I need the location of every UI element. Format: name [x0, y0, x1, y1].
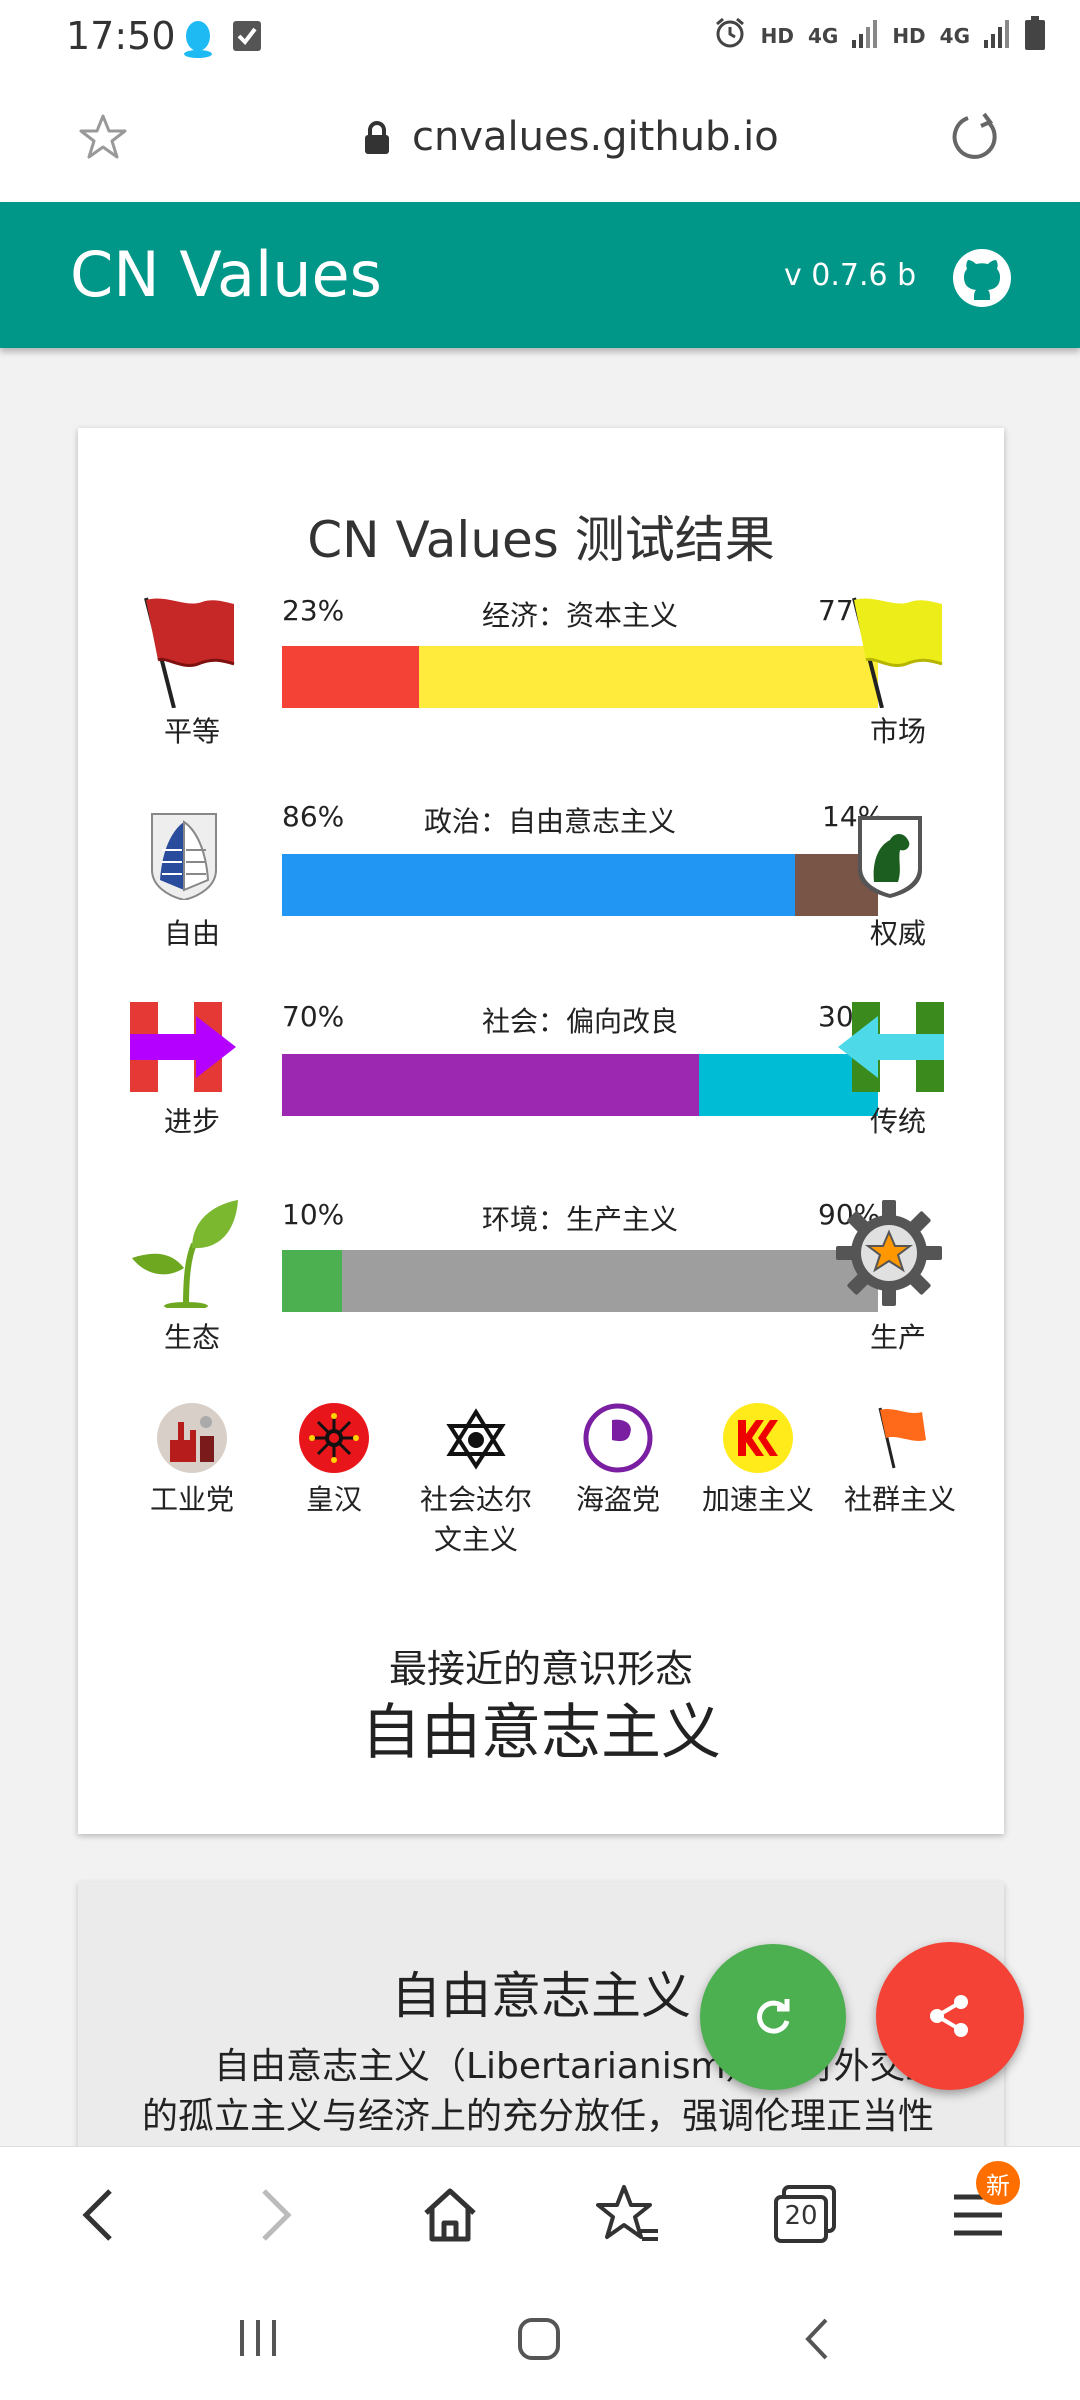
ideology-label-5: 加速主义: [701, 1483, 814, 1516]
bookmarks-star-icon[interactable]: [596, 2183, 660, 2249]
lock-icon: [362, 120, 392, 160]
axis1-bar: [282, 646, 878, 708]
yellow-flag-icon: [834, 594, 946, 712]
axis4-right-label: 生产: [869, 1321, 926, 1354]
ideology-label-6: 社群主义: [843, 1483, 956, 1516]
status-time: 17:50: [66, 14, 176, 58]
ideology-pirate-party: 海盗党: [548, 1402, 688, 1518]
tabs-count: 20: [784, 2201, 818, 2231]
back-icon[interactable]: [78, 2187, 118, 2247]
axis2-bar: [282, 854, 878, 916]
battery-icon: [1024, 16, 1046, 55]
retake-button[interactable]: [700, 1944, 846, 2090]
gear-star-icon: [834, 1198, 944, 1312]
bookmark-star-icon[interactable]: [78, 112, 128, 166]
address-bar: cnvalues.github.io: [0, 76, 1080, 202]
ideology-label-1: 工业党: [149, 1483, 234, 1516]
qq-icon: [180, 18, 216, 62]
closest-ideology-value: 自由意志主义: [361, 1698, 721, 1768]
hd-label-2: HD: [892, 23, 926, 48]
axis1-left-fill: [282, 646, 420, 708]
reload-icon[interactable]: [948, 110, 1002, 168]
github-icon[interactable]: [952, 248, 1012, 312]
menu-new-badge: 新: [976, 2161, 1020, 2205]
forward-icon[interactable]: [256, 2187, 296, 2247]
home-button-icon[interactable]: [516, 2316, 562, 2366]
right-arrow-h-icon: [130, 1002, 238, 1096]
home-icon[interactable]: [420, 2185, 480, 2249]
signal-icon-2: [984, 18, 1010, 53]
ideology-label-3b: 文主义: [433, 1523, 518, 1556]
system-back-icon[interactable]: [800, 2316, 832, 2366]
app-title[interactable]: CN Values: [70, 238, 382, 311]
red-flag-icon: [126, 594, 238, 712]
closest-ideology-label: 最接近的意识形态: [388, 1647, 693, 1691]
network-4g-label-1: 4G: [807, 23, 839, 48]
axis4-left-pct: 10%: [282, 1198, 345, 1231]
description-card: 自由意志主义 自由意志主义（Libertarianism）是对外交上的孤立主义与…: [78, 1882, 1004, 2152]
description-title: 自由意志主义: [391, 1967, 691, 2025]
ideology-industry-party: 工业党: [122, 1402, 262, 1518]
axis3-left-fill: [282, 1054, 700, 1116]
axis4-left-label: 生态: [163, 1321, 220, 1354]
checkbox-notification-icon: [232, 20, 262, 56]
axis3-label: 社会：偏向改良: [481, 1005, 678, 1038]
axis4-label: 环境：生产主义: [481, 1203, 678, 1236]
ideology-accelerationism: 加速主义: [688, 1402, 828, 1518]
axis4-bar: [282, 1250, 878, 1312]
horse-emblem-icon: [854, 812, 926, 902]
share-icon: [930, 1995, 968, 2037]
ideology-label-4: 海盗党: [575, 1483, 660, 1516]
description-text: 自由意志主义（Libertarianism）是对外交上的孤立主义与经济上的充分放…: [142, 2046, 942, 2152]
axis4-right-fill: [341, 1250, 878, 1312]
axis3-left-label: 进步: [163, 1105, 220, 1138]
axis4-left-fill: [282, 1250, 342, 1312]
url-text[interactable]: cnvalues.github.io: [412, 114, 779, 160]
axis2-right-label: 权威: [869, 917, 926, 950]
status-icons: HD 4G HD 4G: [713, 16, 1046, 55]
share-button[interactable]: [876, 1942, 1024, 2090]
kk-icon: [723, 1403, 793, 1473]
axis3-right-fill: [699, 1054, 878, 1116]
axis2-label: 政治：自由意志主义: [423, 805, 676, 838]
results-card: CN Values 测试结果 平等 23% 经济：资本主义 77% 市场 自由 …: [78, 428, 1004, 1834]
results-title: CN Values 测试结果: [307, 511, 775, 569]
pirate-flag-icon: [583, 1403, 653, 1473]
axis3-left-pct: 70%: [282, 1000, 345, 1033]
tabs-button[interactable]: 20: [772, 2183, 838, 2245]
ideology-huang-han: 皇汉: [264, 1402, 404, 1518]
axis3-right-label: 传统: [869, 1105, 926, 1138]
system-nav-bar: [0, 2276, 1080, 2400]
alarm-icon: [713, 16, 747, 55]
industry-party-icon: [157, 1403, 227, 1473]
recent-apps-icon[interactable]: [236, 2316, 280, 2364]
axis1-label: 经济：资本主义: [481, 599, 678, 632]
axis3-bar: [282, 1054, 878, 1116]
axis1-left-label: 平等: [163, 715, 220, 748]
ideology-communitarianism: 社群主义: [830, 1402, 970, 1518]
status-bar: 17:50 HD 4G HD 4G: [0, 0, 1080, 76]
axis2-left-fill: [282, 854, 795, 916]
orange-flag-icon: [878, 1407, 926, 1469]
app-bar: CN Values v 0.7.6 b: [0, 202, 1080, 348]
ideology-label-2: 皇汉: [305, 1483, 362, 1516]
triangle-emblem-icon: [446, 1408, 506, 1470]
axis1-right-fill: [419, 646, 878, 708]
ideology-label-3a: 社会达尔: [419, 1483, 532, 1516]
left-arrow-h-icon: [836, 1002, 944, 1096]
sun-emblem-icon: [299, 1403, 369, 1473]
signal-icon-1: [852, 18, 878, 53]
refresh-icon: [757, 1999, 790, 2034]
browser-bottom-nav: 20 新: [0, 2146, 1080, 2277]
axis2-left-label: 自由: [163, 917, 220, 950]
wings-emblem-icon: [148, 810, 220, 904]
network-4g-label-2: 4G: [939, 23, 970, 48]
axis1-left-pct: 23%: [282, 594, 345, 627]
app-version: v 0.7.6 b: [784, 258, 917, 293]
hd-label-1: HD: [760, 23, 794, 48]
axis2-left-pct: 86%: [282, 800, 345, 833]
sprout-icon: [130, 1198, 240, 1312]
axis1-right-label: 市场: [869, 715, 926, 748]
ideology-social-darwinism: 社会达尔 文主义: [406, 1402, 546, 1558]
